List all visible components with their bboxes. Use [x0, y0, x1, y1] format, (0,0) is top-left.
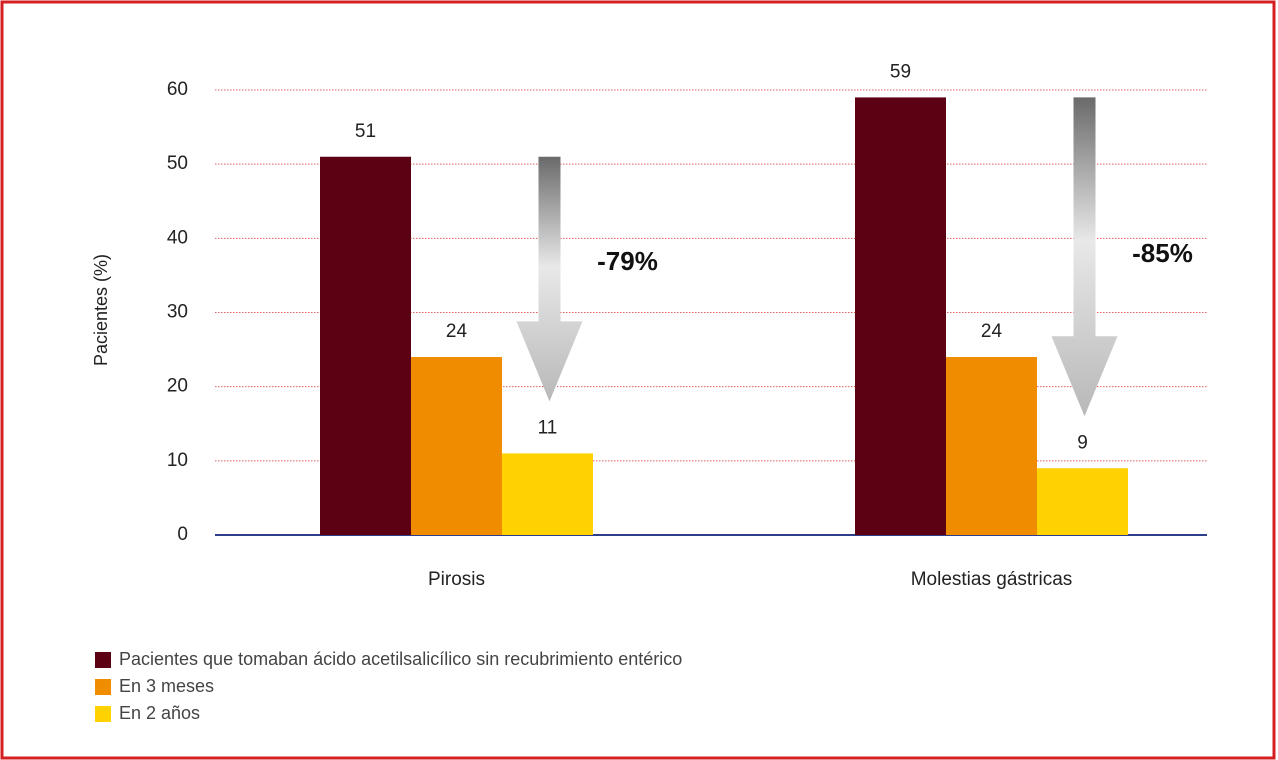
- bar: [411, 357, 502, 535]
- legend-label: En 2 años: [119, 703, 200, 723]
- legend-label: Pacientes que tomaban ácido acetilsalicí…: [119, 649, 682, 669]
- value-label: 9: [1077, 432, 1088, 453]
- y-tick-label: 10: [167, 450, 188, 471]
- annotation: -79%: [597, 246, 658, 276]
- y-tick-label: 60: [167, 79, 188, 100]
- value-label: 24: [446, 321, 468, 342]
- legend-swatch: [95, 679, 111, 695]
- y-tick-label: 20: [167, 376, 188, 397]
- y-tick-label: 50: [167, 153, 188, 174]
- legend: Pacientes que tomaban ácido acetilsalicí…: [95, 649, 682, 723]
- reduction-arrow: [1051, 97, 1118, 417]
- bar: [320, 156, 411, 535]
- y-axis-label: Pacientes (%): [91, 254, 111, 366]
- value-label: 24: [981, 321, 1003, 342]
- y-tick-label: 40: [167, 227, 188, 248]
- legend-swatch: [95, 706, 111, 722]
- bar: [946, 357, 1037, 535]
- bar: [855, 97, 946, 536]
- legend-label: En 3 meses: [119, 676, 214, 696]
- legend-swatch: [95, 652, 111, 668]
- annotation: -85%: [1132, 238, 1193, 268]
- value-label: 59: [890, 61, 911, 82]
- bar: [1037, 468, 1128, 535]
- bar: [502, 453, 593, 535]
- value-label: 11: [538, 417, 558, 438]
- x-tick-label: Pirosis: [428, 569, 485, 590]
- reduction-arrow: [516, 156, 583, 402]
- x-tick-label: Molestias gástricas: [911, 569, 1073, 590]
- y-tick-label: 0: [177, 524, 188, 545]
- y-tick-label: 30: [167, 302, 188, 323]
- value-label: 51: [355, 121, 376, 142]
